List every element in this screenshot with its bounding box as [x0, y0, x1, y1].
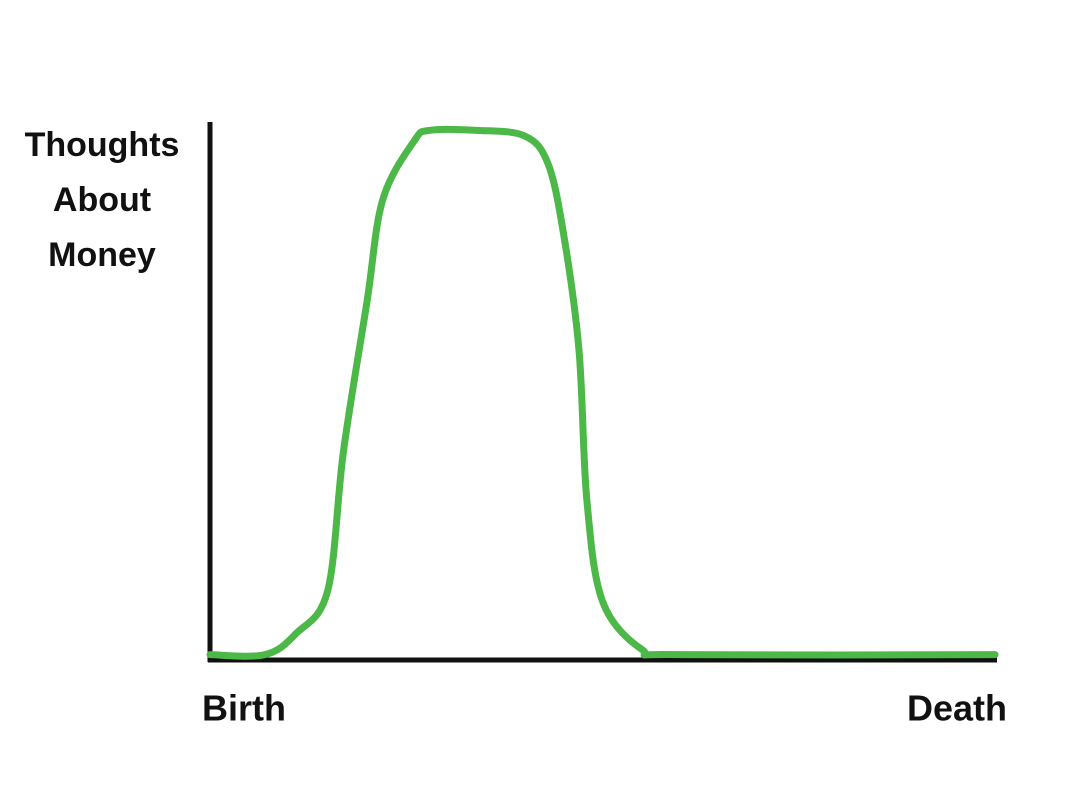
x-tick-label: Death	[907, 688, 1007, 729]
x-tick-label: Birth	[202, 688, 286, 729]
y-axis-label: Thoughts About Money	[24, 126, 180, 274]
line	[206, 125, 999, 660]
